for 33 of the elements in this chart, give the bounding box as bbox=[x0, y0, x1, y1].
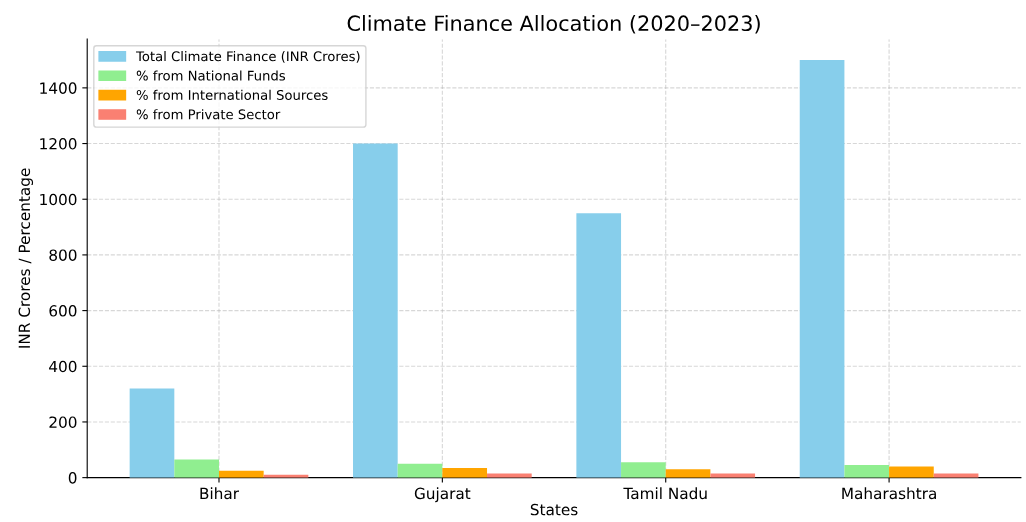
y-axis-title: INR Crores / Percentage bbox=[18, 168, 34, 348]
y-tick-label: 1200 bbox=[40, 138, 77, 150]
bar bbox=[665, 469, 711, 478]
legend-label: % from National Funds bbox=[136, 70, 286, 81]
y-tick-label: 1400 bbox=[40, 82, 77, 94]
bar bbox=[487, 473, 532, 478]
bar bbox=[799, 60, 845, 478]
bar bbox=[442, 467, 488, 478]
legend-label: Total Climate Finance (INR Crores) bbox=[135, 51, 360, 63]
x-tick-label: Gujarat bbox=[414, 487, 471, 503]
legend-label: % from International Sources bbox=[136, 89, 328, 100]
bar bbox=[621, 462, 666, 478]
bar bbox=[174, 459, 219, 478]
bar bbox=[576, 213, 622, 478]
chart-title: Climate Finance Allocation (2020–2023) bbox=[347, 14, 760, 34]
bar bbox=[353, 143, 398, 478]
bar bbox=[844, 465, 890, 478]
legend-label: % from Private Sector bbox=[136, 109, 281, 120]
x-tick-label: Bihar bbox=[200, 487, 240, 500]
x-axis-title: States bbox=[530, 503, 578, 516]
bar bbox=[710, 473, 756, 478]
y-tick-label: 400 bbox=[49, 360, 77, 373]
y-tick-label: 0 bbox=[68, 472, 77, 484]
bar bbox=[397, 463, 443, 478]
bar bbox=[129, 388, 175, 478]
y-tick-label: 600 bbox=[49, 305, 77, 317]
y-tick-label: 1000 bbox=[40, 193, 77, 206]
y-tick-label: 200 bbox=[49, 416, 77, 428]
x-tick-label: Tamil Nadu bbox=[623, 487, 707, 500]
y-tick-label: 800 bbox=[49, 249, 77, 261]
bar bbox=[933, 473, 979, 478]
x-tick-label: Maharashtra bbox=[842, 487, 936, 500]
bar bbox=[889, 466, 934, 478]
